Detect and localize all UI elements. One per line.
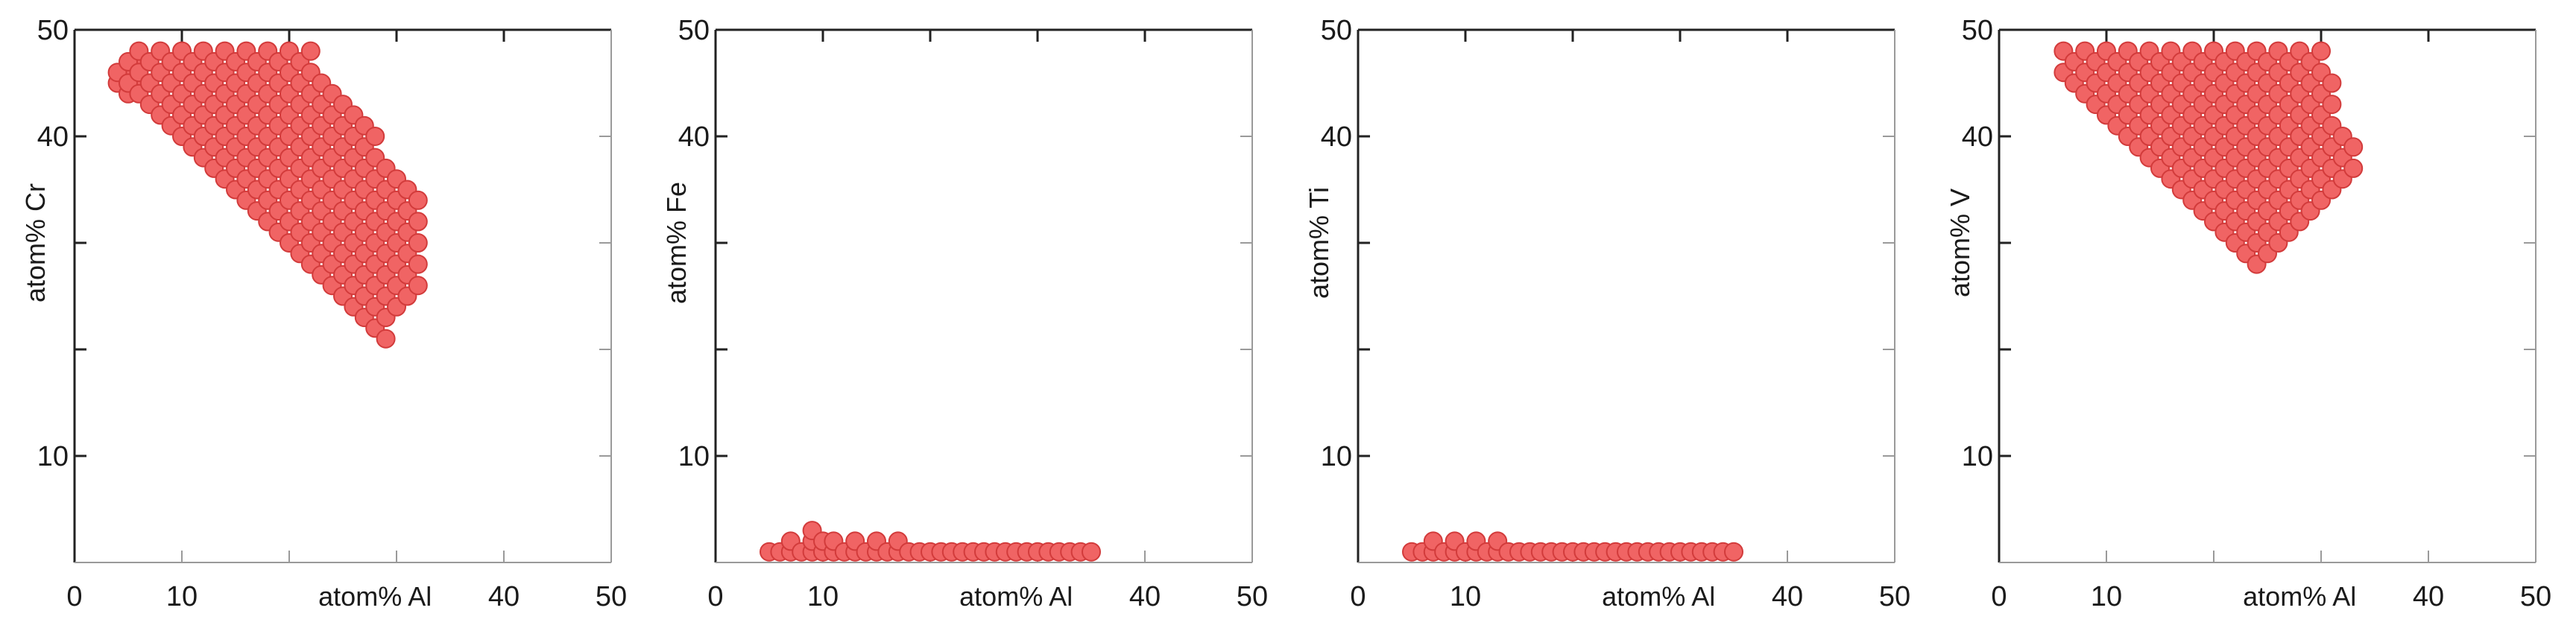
y-tick-label: 40 — [678, 121, 710, 153]
data-points — [107, 41, 428, 349]
data-points — [760, 521, 1101, 562]
x-tick-label: 50 — [1879, 581, 1910, 612]
data-point — [408, 254, 428, 274]
data-point — [2322, 73, 2342, 93]
x-tick-label: 0 — [1991, 581, 2007, 612]
y-tick-label: 50 — [1962, 15, 1993, 46]
x-tick-label: 40 — [1129, 581, 1161, 612]
x-tick-label: 0 — [707, 581, 723, 612]
chart-panel-2: 0 10 40 50 atom% Al 10 40 50 atom% Fe — [661, 15, 1268, 612]
y-tick-label: 10 — [37, 441, 69, 472]
y-axis-title: atom% V — [1945, 188, 1975, 297]
y-tick-label: 10 — [678, 441, 710, 472]
data-point — [408, 212, 428, 232]
chart-panel-1: 0 10 40 50 atom% Al 10 40 50 atom% Cr — [20, 15, 627, 612]
data-point — [2322, 95, 2342, 115]
x-tick-label: 10 — [166, 581, 198, 612]
data-points — [2053, 41, 2364, 274]
data-point — [408, 190, 428, 210]
y-tick-label: 50 — [1321, 15, 1352, 46]
x-tick-label: 10 — [807, 581, 839, 612]
x-axis-title: atom% Al — [318, 581, 432, 612]
data-points — [1402, 531, 1743, 562]
x-tick-label: 10 — [1450, 581, 1481, 612]
x-tick-label: 0 — [66, 581, 82, 612]
y-tick-label: 40 — [1962, 121, 1993, 153]
x-tick-label: 50 — [2520, 581, 2551, 612]
x-tick-label: 50 — [1237, 581, 1268, 612]
y-axis-title: atom% Cr — [20, 183, 51, 302]
chart-panel-3: 0 10 40 50 atom% Al 10 40 50 atom% Ti — [1304, 15, 1910, 612]
data-point — [408, 276, 428, 296]
y-tick-label: 50 — [37, 15, 69, 46]
x-tick-label: 10 — [2091, 581, 2122, 612]
y-tick-label: 10 — [1321, 441, 1352, 472]
data-point — [2343, 158, 2364, 178]
x-tick-label: 40 — [1772, 581, 1803, 612]
x-tick-label: 0 — [1350, 581, 1366, 612]
data-point — [1082, 542, 1101, 562]
x-tick-label: 40 — [488, 581, 520, 612]
y-tick-label: 10 — [1962, 441, 1993, 472]
data-point — [300, 41, 321, 61]
y-tick-label: 40 — [37, 121, 69, 153]
chart-panel-4: 0 10 40 50 atom% Al 10 40 50 atom% V — [1945, 15, 2551, 612]
y-axis-title: atom% Fe — [661, 182, 692, 304]
data-point — [1724, 542, 1743, 562]
data-point — [365, 127, 385, 146]
x-axis-title: atom% Al — [2243, 581, 2356, 612]
y-axis-title: atom% Ti — [1304, 187, 1334, 299]
x-tick-label: 50 — [596, 581, 627, 612]
x-tick-label: 40 — [2413, 581, 2444, 612]
data-point — [376, 329, 396, 349]
y-tick-label: 40 — [1321, 121, 1352, 153]
data-point — [2343, 137, 2364, 157]
y-tick-label: 50 — [678, 15, 710, 46]
x-axis-title: atom% Al — [959, 581, 1073, 612]
data-point — [408, 233, 428, 253]
x-axis-title: atom% Al — [1602, 581, 1715, 612]
data-point — [2311, 41, 2331, 61]
